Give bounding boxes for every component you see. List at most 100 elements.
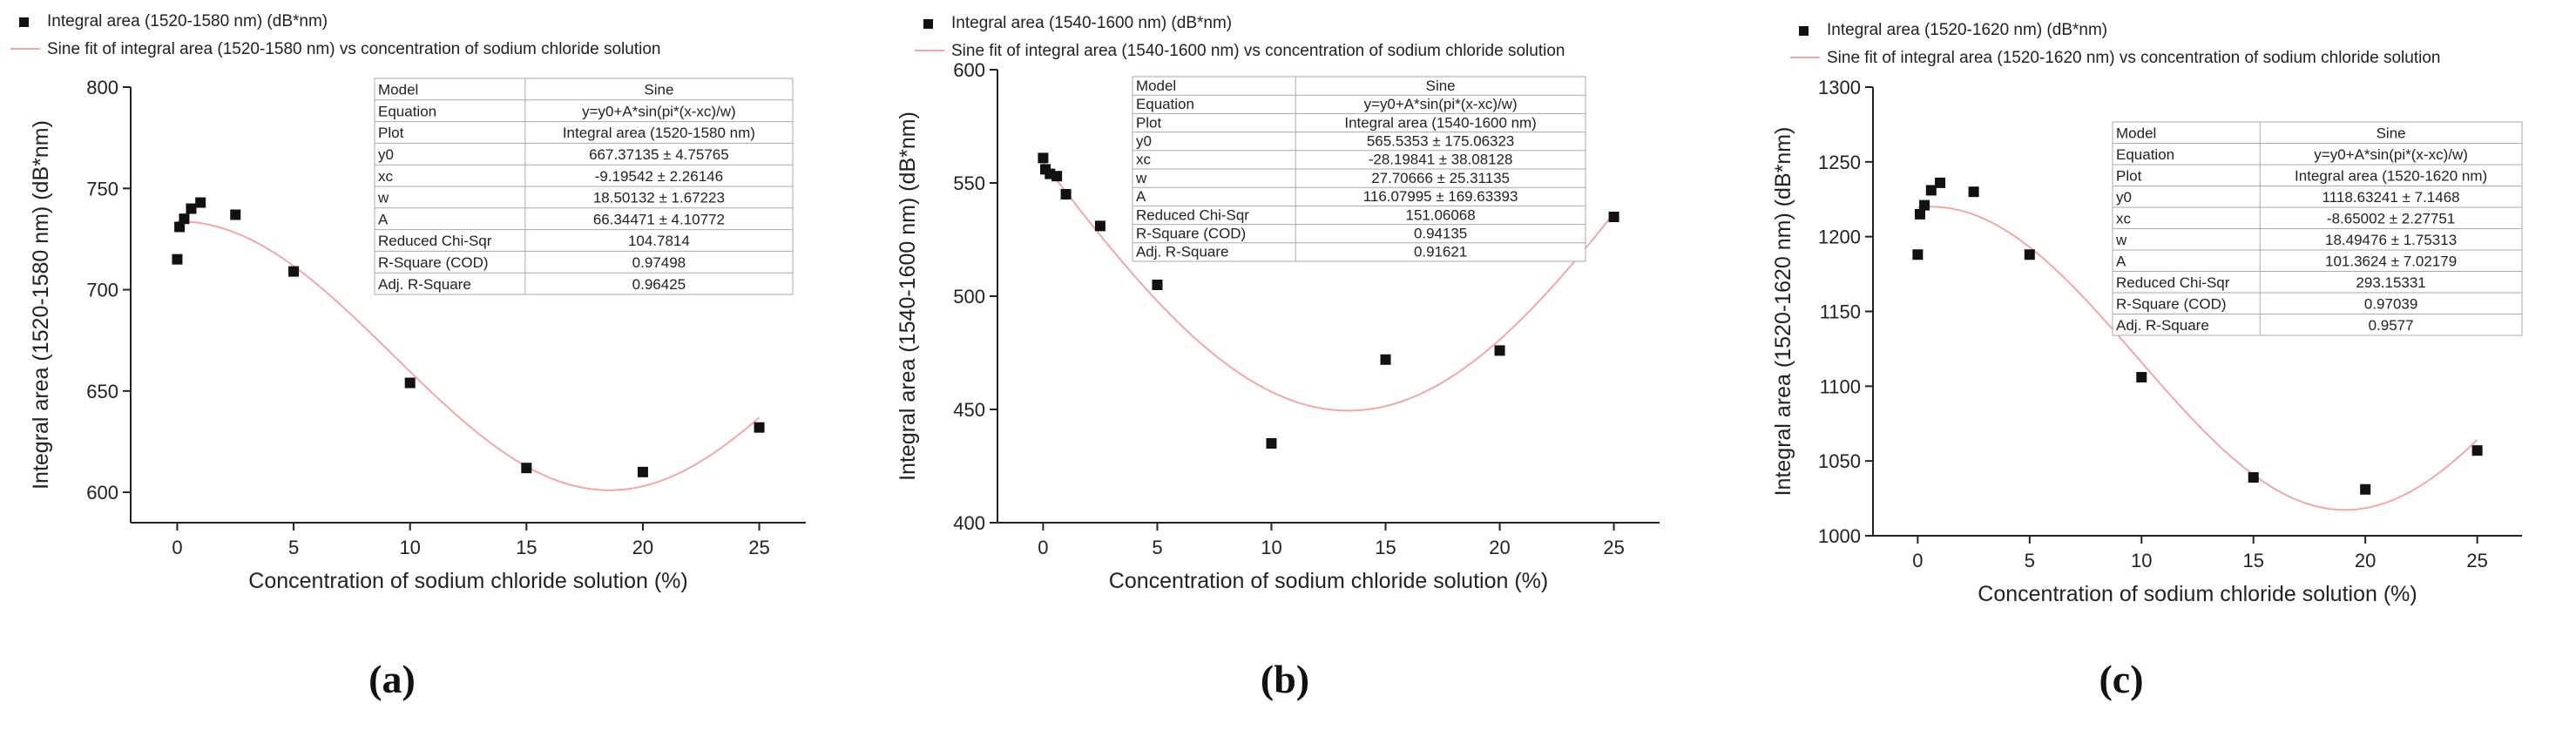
x-tick-label: 0 — [172, 537, 182, 558]
y-tick-label: 750 — [86, 178, 118, 199]
x-tick-label: 0 — [1038, 537, 1048, 558]
table-param-name: Adj. R-Square — [2116, 317, 2209, 334]
table-param-value: 0.91621 — [1414, 244, 1467, 260]
table-param-name: R-Square (COD) — [378, 254, 489, 271]
table-param-name: Model — [378, 82, 418, 98]
table-param-name: y0 — [378, 146, 394, 163]
data-point — [1380, 354, 1391, 365]
table-param-name: Model — [2116, 125, 2156, 141]
x-axis-label: Concentration of sodium chloride solutio… — [1978, 582, 2417, 606]
legend-entry-fit: Sine fit of integral area (1520-1580 nm)… — [47, 40, 660, 58]
table-param-name: Plot — [1136, 114, 1161, 131]
y-tick-label: 600 — [953, 59, 985, 81]
chart-panel-c: 0 5 10 15 20 25 1000 1050 1100 1150 1200 1250 1300 Co… — [1771, 21, 2523, 701]
data-point — [1919, 199, 1930, 211]
panel-caption: (a) — [368, 657, 416, 701]
data-point — [1494, 345, 1505, 356]
data-point — [2360, 483, 2371, 495]
table-param-value: 0.9577 — [2369, 317, 2414, 334]
table-param-value: 18.49476 ± 1.75313 — [2325, 232, 2457, 248]
x-tick-label: 0 — [1912, 550, 1923, 571]
table-param-value: Sine — [644, 82, 673, 98]
table-param-name: Adj. R-Square — [1136, 244, 1228, 260]
table-param-value: -8.65002 ± 2.27751 — [2327, 210, 2455, 226]
table-param-name: Reduced Chi-Sqr — [2116, 274, 2230, 291]
data-point — [1914, 208, 1925, 220]
data-point — [1152, 280, 1163, 290]
y-axis-label: Integral area (1540-1600 nm) (dB*nm) — [896, 112, 920, 481]
data-point — [2248, 472, 2259, 483]
y-tick-label: 400 — [953, 512, 985, 534]
table-param-value: Sine — [1426, 78, 1456, 94]
data-point — [404, 377, 416, 389]
legend-entry-points: Integral area (1520-1580 nm) (dB*nm) — [47, 12, 328, 30]
data-point — [1968, 186, 1979, 198]
data-point — [230, 209, 241, 220]
y-tick-label: 1150 — [1820, 301, 1861, 323]
data-point — [1038, 152, 1049, 164]
legend-marker — [1799, 26, 1809, 36]
table-param-value: 104.7814 — [628, 233, 690, 249]
data-point — [2471, 445, 2483, 456]
chart-panel-a: 0 5 10 15 20 25 600 650 700 750 800 Concentration o… — [10, 12, 806, 701]
y-tick-label: 700 — [86, 280, 118, 301]
table-param-name: y0 — [1136, 133, 1152, 150]
legend-entry-points: Integral area (1540-1600 nm) (dB*nm) — [951, 14, 1232, 32]
data-point — [521, 463, 532, 474]
y-tick-label: 800 — [86, 77, 118, 98]
y-tick-label: 1200 — [1818, 226, 1861, 248]
table-param-value: 18.50132 ± 1.67223 — [593, 190, 725, 206]
table-param-value: y=y0+A*sin(pi*(x-xc)/w) — [2314, 146, 2468, 163]
table-param-value: 0.97498 — [632, 254, 686, 271]
data-point — [186, 203, 197, 214]
table-param-value: -9.19542 ± 2.26146 — [595, 168, 723, 185]
table-param-name: w — [377, 190, 389, 206]
sine-fit-line — [177, 220, 761, 491]
table-param-name: R-Square (COD) — [2116, 295, 2227, 312]
x-tick-label: 5 — [2025, 550, 2035, 571]
y-tick-label: 550 — [953, 172, 985, 194]
table-param-value: y=y0+A*sin(pi*(x-xc)/w) — [582, 103, 736, 119]
table-param-name: Plot — [2116, 167, 2142, 184]
table-param-value: 667.37135 ± 4.75765 — [589, 146, 729, 163]
y-tick-label: 1000 — [1818, 525, 1861, 547]
table-param-name: Plot — [378, 125, 404, 141]
table-param-value: 151.06068 — [1406, 206, 1476, 223]
table-param-name: Reduced Chi-Sqr — [1136, 206, 1249, 223]
table-param-value: 66.34471 ± 4.10772 — [593, 211, 725, 227]
legend-entry-fit: Sine fit of integral area (1520-1620 nm)… — [1827, 49, 2440, 67]
table-param-name: xc — [2116, 210, 2132, 226]
table-param-value: Integral area (1540-1600 nm) — [1344, 114, 1536, 131]
table-param-value: 0.94135 — [1414, 226, 1467, 242]
data-point — [288, 266, 300, 277]
x-tick-label: 15 — [2242, 550, 2263, 571]
data-point — [1060, 189, 1072, 199]
x-tick-label: 20 — [2355, 550, 2376, 571]
table-param-value: Integral area (1520-1580 nm) — [563, 125, 755, 141]
x-tick-label: 5 — [1152, 537, 1162, 558]
table-param-value: -28.19841 ± 38.08128 — [1369, 152, 1513, 168]
x-tick-label: 15 — [1375, 537, 1396, 558]
y-tick-label: 450 — [953, 399, 985, 421]
data-point — [1925, 185, 1937, 196]
y-tick-label: 600 — [86, 482, 118, 504]
data-point — [637, 466, 648, 477]
legend-entry-fit: Sine fit of integral area (1540-1600 nm)… — [951, 42, 1565, 60]
data-point — [195, 197, 206, 208]
y-axis-label: Integral area (1520-1620 nm) (dB*nm) — [1771, 127, 1795, 497]
x-tick-label: 25 — [2466, 550, 2487, 571]
y-tick-label: 650 — [86, 381, 118, 402]
table-param-name: Reduced Chi-Sqr — [378, 233, 492, 249]
data-point — [1266, 438, 1277, 449]
x-tick-label: 20 — [632, 537, 653, 558]
table-param-name: w — [1135, 170, 1147, 186]
panel-caption: (b) — [1261, 657, 1309, 701]
table-param-name: A — [1136, 188, 1146, 205]
x-tick-label: 20 — [1489, 537, 1510, 558]
x-axis-label: Concentration of sodium chloride solutio… — [1109, 569, 1548, 593]
table-param-value: Integral area (1520-1620 nm) — [2295, 167, 2487, 184]
x-tick-label: 5 — [288, 537, 299, 558]
data-point — [1935, 177, 1946, 188]
y-tick-label: 1100 — [1820, 375, 1861, 397]
panel-caption: (c) — [2099, 657, 2143, 701]
